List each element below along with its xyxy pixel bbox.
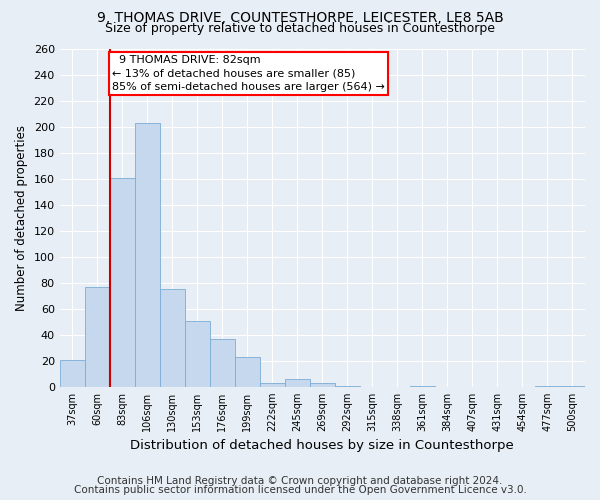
Bar	[185, 320, 210, 387]
Bar	[310, 383, 335, 387]
Bar	[535, 386, 560, 387]
Bar	[560, 386, 585, 387]
Bar	[135, 123, 160, 387]
Bar	[210, 338, 235, 387]
Text: Size of property relative to detached houses in Countesthorpe: Size of property relative to detached ho…	[105, 22, 495, 35]
Text: Contains HM Land Registry data © Crown copyright and database right 2024.: Contains HM Land Registry data © Crown c…	[97, 476, 503, 486]
Bar	[285, 379, 310, 387]
Text: Contains public sector information licensed under the Open Government Licence v3: Contains public sector information licen…	[74, 485, 526, 495]
Y-axis label: Number of detached properties: Number of detached properties	[15, 125, 28, 311]
Text: 9, THOMAS DRIVE, COUNTESTHORPE, LEICESTER, LE8 5AB: 9, THOMAS DRIVE, COUNTESTHORPE, LEICESTE…	[97, 11, 503, 25]
Text: 9 THOMAS DRIVE: 82sqm
← 13% of detached houses are smaller (85)
85% of semi-deta: 9 THOMAS DRIVE: 82sqm ← 13% of detached …	[112, 56, 385, 92]
Bar	[59, 360, 85, 387]
X-axis label: Distribution of detached houses by size in Countesthorpe: Distribution of detached houses by size …	[130, 440, 514, 452]
Bar	[260, 383, 285, 387]
Bar	[85, 287, 110, 387]
Bar	[160, 290, 185, 387]
Bar	[110, 178, 135, 387]
Bar	[235, 357, 260, 387]
Bar	[410, 386, 435, 387]
Bar	[335, 386, 360, 387]
